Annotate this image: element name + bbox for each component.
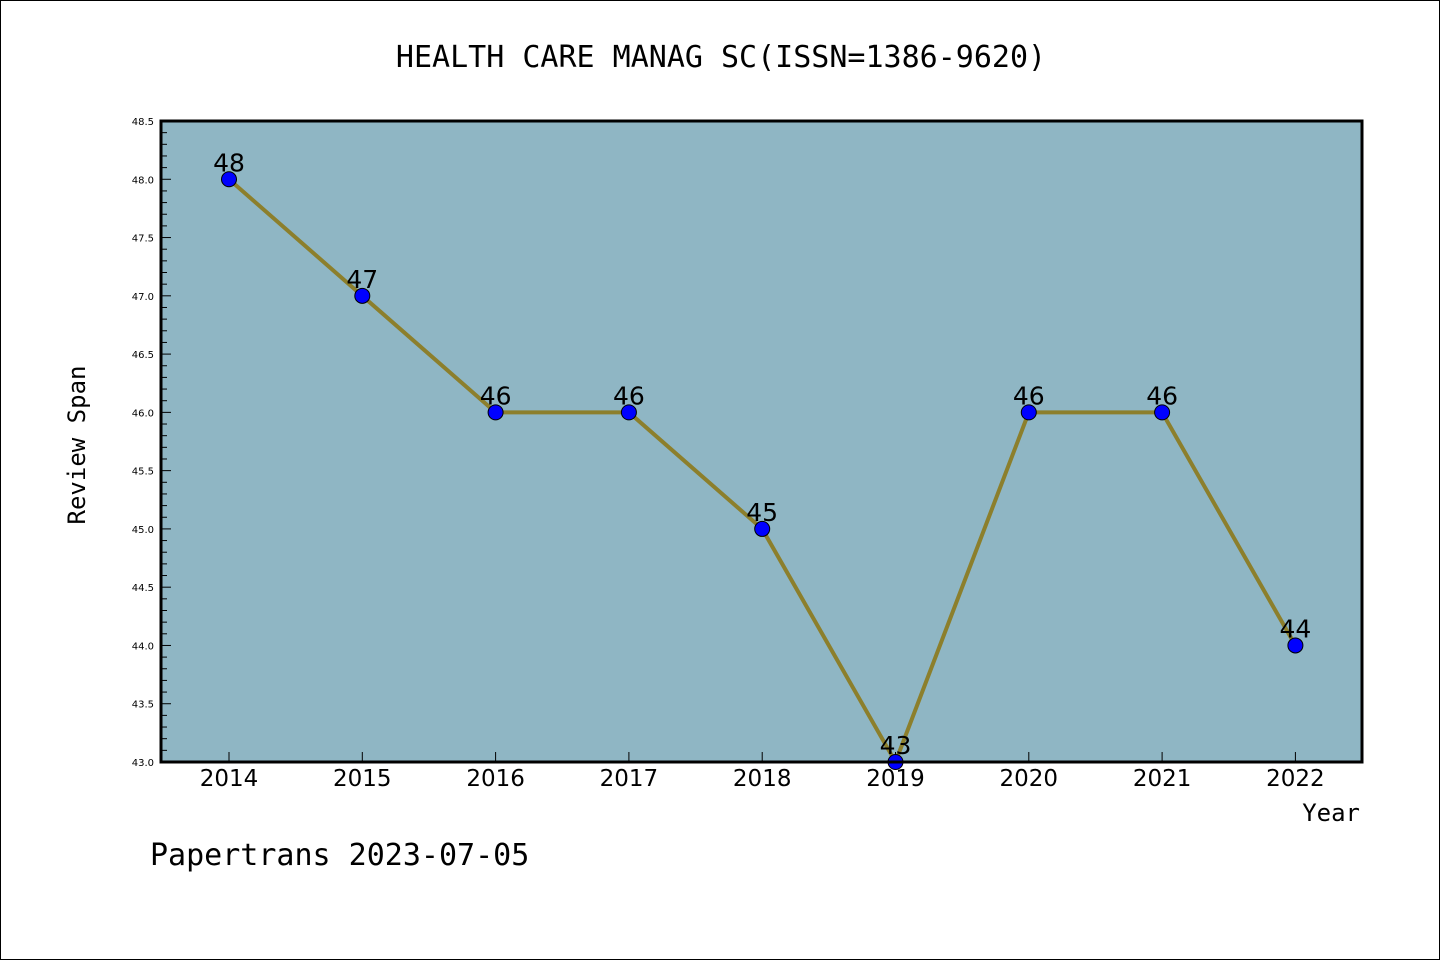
plot-border	[159, 119, 1364, 764]
y-tick-label: 44.0	[132, 641, 154, 652]
x-tick-label: 2015	[333, 766, 392, 792]
chart-title: HEALTH CARE MANAG SC(ISSN=1386-9620)	[396, 40, 1046, 75]
y-tick-label: 44.5	[132, 583, 154, 594]
data-point	[1287, 637, 1304, 654]
y-axis-label: Review Span	[63, 366, 91, 525]
y-tick-label: 43.0	[132, 758, 154, 769]
x-tick-label: 2021	[1133, 766, 1192, 792]
y-tick-label: 48.5	[132, 117, 154, 128]
y-tick-label: 43.5	[132, 700, 154, 711]
y-tick-label: 45.0	[132, 525, 154, 536]
y-tick-label: 48.0	[132, 175, 154, 186]
data-point	[354, 287, 371, 304]
data-point	[620, 404, 637, 421]
data-label: 45	[746, 498, 778, 527]
y-tick-label: 45.5	[132, 467, 154, 478]
y-tick-label: 46.5	[132, 350, 154, 361]
data-point	[1154, 404, 1171, 421]
data-label: 46	[1146, 381, 1178, 410]
x-axis-label: Year	[1302, 799, 1360, 827]
data-label: 43	[880, 731, 912, 760]
x-tick-label: 2019	[866, 766, 925, 792]
plot-area: 43.0 43.5 44.0 44.5 45.0 45.5 46.0 46.5 47.0 47.5…	[132, 117, 1364, 792]
y-tick-label: 47.5	[132, 234, 154, 245]
x-tick-label: 2016	[466, 766, 525, 792]
data-point	[221, 171, 237, 188]
x-tick-label: 2022	[1266, 766, 1325, 792]
y-tick-label: 46.0	[132, 408, 154, 419]
plot-background	[161, 121, 1362, 762]
data-point	[754, 520, 771, 537]
data-label: 46	[1013, 381, 1045, 410]
data-label: 48	[213, 148, 245, 177]
data-label: 47	[346, 265, 378, 294]
footer-watermark: Papertrans 2023-07-05	[150, 838, 529, 873]
data-point	[487, 404, 504, 421]
x-tick-label: 2014	[200, 766, 259, 792]
data-label: 44	[1279, 614, 1311, 643]
data-point	[1020, 404, 1037, 421]
y-tick-label: 47.0	[132, 292, 154, 303]
x-tick-label: 2017	[600, 766, 659, 792]
x-tick-label: 2018	[733, 766, 792, 792]
x-tick-label: 2020	[1000, 766, 1059, 792]
data-label: 46	[613, 381, 645, 410]
data-label: 46	[480, 381, 512, 410]
